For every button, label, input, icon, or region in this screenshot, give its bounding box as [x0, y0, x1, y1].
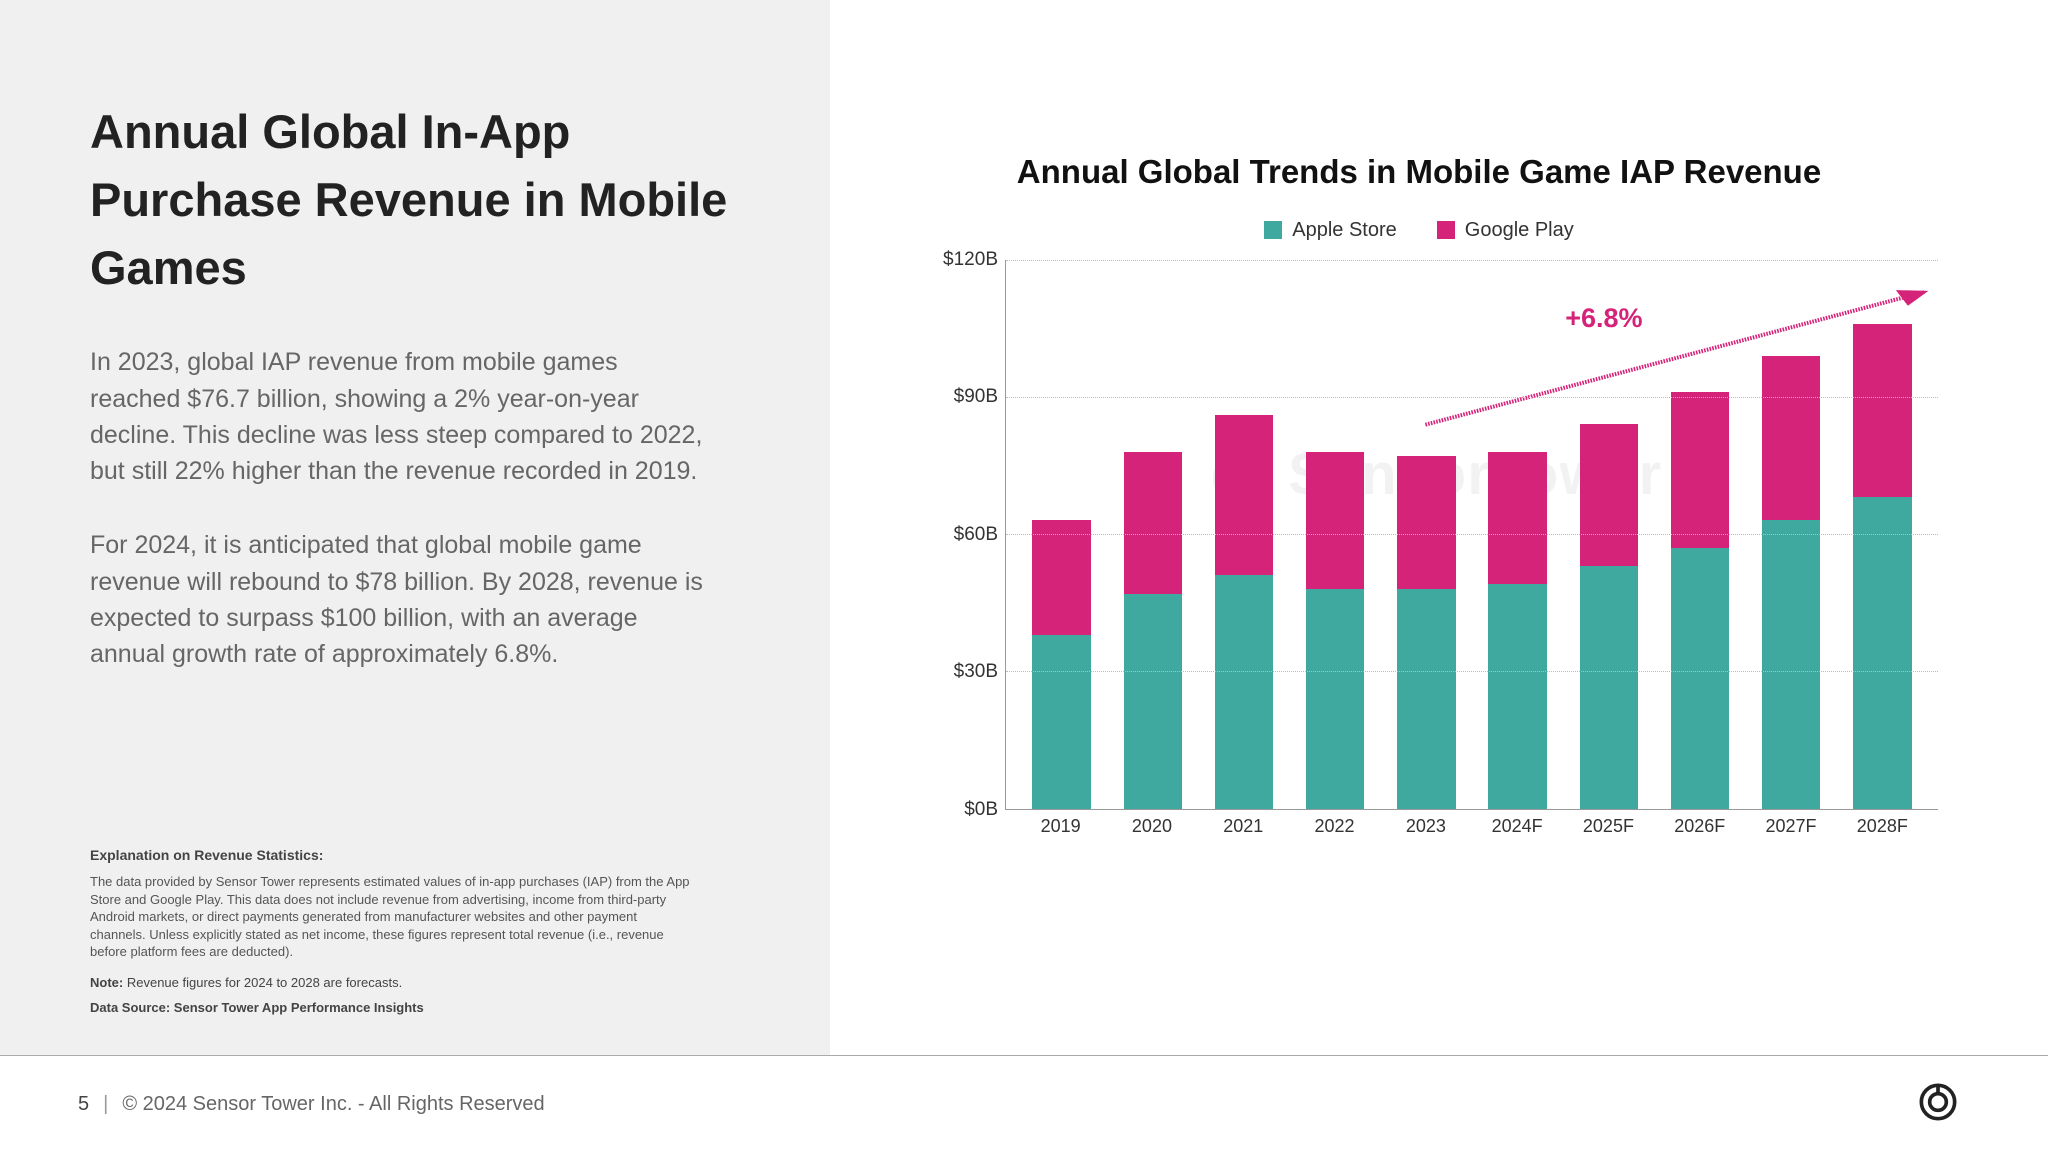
legend-swatch	[1437, 221, 1455, 239]
bar-segment-apple	[1671, 548, 1729, 809]
paragraph-2: For 2024, it is anticipated that global …	[90, 527, 710, 672]
growth-label: +6.8%	[1565, 303, 1642, 334]
bar-segment-google	[1124, 452, 1182, 594]
legend-label: Apple Store	[1292, 219, 1397, 242]
x-axis-labels: 201920202021202220232024F2025F2026F2027F…	[1005, 810, 1938, 840]
x-axis-label: 2025F	[1563, 810, 1654, 840]
fine-print-note: Note: Revenue figures for 2024 to 2028 a…	[90, 975, 760, 990]
paragraph-1: In 2023, global IAP revenue from mobile …	[90, 344, 710, 489]
bar	[1124, 452, 1182, 809]
x-axis-label: 2020	[1106, 810, 1197, 840]
footer: 5 | © 2024 Sensor Tower Inc. - All Right…	[0, 1055, 2048, 1152]
bar-segment-google	[1580, 424, 1638, 566]
x-axis-label: 2021	[1198, 810, 1289, 840]
bar-segment-apple	[1488, 584, 1546, 808]
bar-segment-google	[1853, 324, 1911, 498]
gridline	[1006, 671, 1938, 672]
fine-print-source: Data Source: Sensor Tower App Performanc…	[90, 1000, 760, 1015]
y-axis-label: $30B	[908, 661, 998, 683]
legend-item-apple: Apple Store	[1264, 219, 1397, 242]
bar-segment-google	[1215, 415, 1273, 575]
bar	[1306, 452, 1364, 809]
chart-area: SensorTower +6.8% 2019202020212022202320…	[950, 260, 1938, 840]
bar-segment-apple	[1124, 594, 1182, 809]
x-axis-label: 2026F	[1654, 810, 1745, 840]
plot-area: SensorTower +6.8%	[1005, 260, 1938, 810]
bar-segment-apple	[1032, 635, 1090, 809]
legend-item-google: Google Play	[1437, 219, 1574, 242]
bar	[1580, 424, 1638, 808]
bar	[1671, 392, 1729, 808]
bar-segment-google	[1671, 392, 1729, 548]
bar-segment-google	[1488, 452, 1546, 585]
chart-title: Annual Global Trends in Mobile Game IAP …	[880, 150, 1958, 195]
fine-print-body: The data provided by Sensor Tower repres…	[90, 873, 690, 961]
bar-segment-apple	[1306, 589, 1364, 809]
bar	[1397, 456, 1455, 808]
legend-label: Google Play	[1465, 219, 1574, 242]
bar-segment-apple	[1762, 520, 1820, 808]
bar	[1762, 356, 1820, 809]
y-axis-label: $120B	[908, 249, 998, 271]
gridline	[1006, 534, 1938, 535]
copyright: © 2024 Sensor Tower Inc. - All Rights Re…	[122, 1093, 544, 1116]
legend-swatch	[1264, 221, 1282, 239]
chart-panel: Annual Global Trends in Mobile Game IAP …	[830, 0, 2048, 1055]
bar	[1488, 452, 1546, 809]
x-axis-label: 2024F	[1471, 810, 1562, 840]
bar-segment-google	[1397, 456, 1455, 589]
page-number: 5	[78, 1093, 89, 1116]
bar-segment-google	[1306, 452, 1364, 589]
x-axis-label: 2019	[1015, 810, 1106, 840]
y-axis-label: $90B	[908, 386, 998, 408]
x-axis-label: 2022	[1289, 810, 1380, 840]
footer-divider: |	[103, 1093, 108, 1116]
page-title: Annual Global In-App Purchase Revenue in…	[90, 98, 760, 302]
fine-print-heading: Explanation on Revenue Statistics:	[90, 847, 760, 863]
fine-print: Explanation on Revenue Statistics: The d…	[90, 817, 760, 1015]
y-axis-label: $60B	[908, 524, 998, 546]
bar	[1215, 415, 1273, 808]
y-axis-label: $0B	[908, 799, 998, 821]
bar-segment-google	[1032, 520, 1090, 634]
bar-segment-google	[1762, 356, 1820, 521]
bar-segment-apple	[1580, 566, 1638, 808]
bar	[1032, 520, 1090, 808]
text-panel: Annual Global In-App Purchase Revenue in…	[0, 0, 830, 1055]
x-axis-label: 2023	[1380, 810, 1471, 840]
x-axis-label: 2028F	[1837, 810, 1928, 840]
bar-segment-apple	[1397, 589, 1455, 809]
gridline	[1006, 397, 1938, 398]
gridline	[1006, 260, 1938, 261]
bar-segment-apple	[1853, 497, 1911, 808]
x-axis-label: 2027F	[1745, 810, 1836, 840]
bar-segment-apple	[1215, 575, 1273, 808]
sensor-tower-logo-icon	[1918, 1082, 1958, 1127]
chart-legend: Apple Store Google Play	[880, 219, 1958, 242]
